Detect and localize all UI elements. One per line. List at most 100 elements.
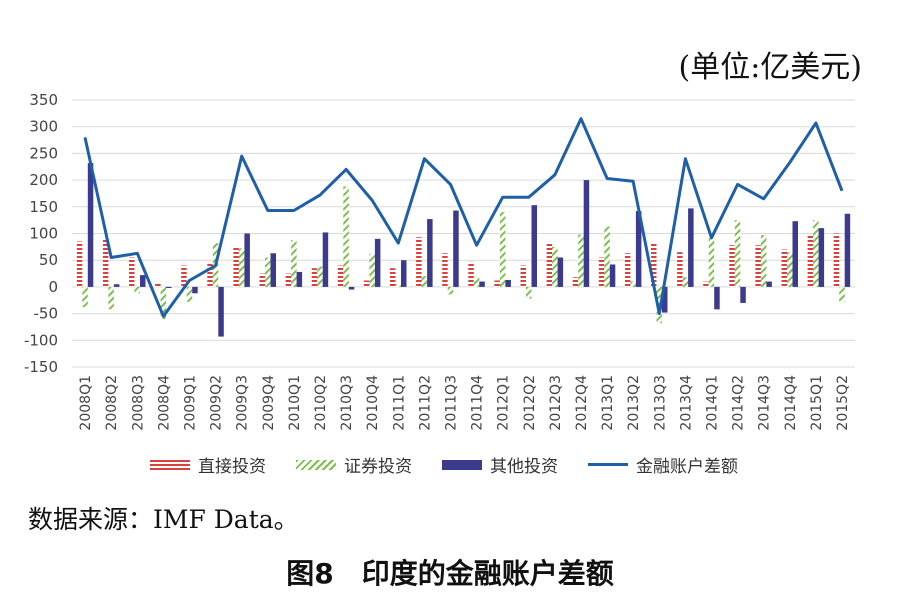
- bar-other-investment: [714, 286, 720, 310]
- bar-other-investment: [140, 275, 146, 287]
- bar-direct-investment: [259, 273, 265, 287]
- bar-other-investment: [662, 286, 668, 313]
- bar-direct-investment: [416, 237, 422, 287]
- bar-other-investment: [635, 211, 642, 287]
- bar-other-investment: [166, 286, 172, 288]
- x-tick-label: 2010Q1: [287, 375, 303, 431]
- x-tick-label: 2008Q3: [130, 375, 146, 431]
- x-tick-label: 2011Q4: [470, 375, 486, 431]
- bar-direct-investment: [468, 261, 474, 287]
- x-tick-label: 2013Q2: [626, 375, 642, 431]
- x-tick-label: 2015Q1: [809, 375, 825, 431]
- y-axis-tick-labels: 350 300 250 200 150 100 50 0 -50 -100 -150: [24, 91, 58, 376]
- bar-direct-investment: [181, 265, 187, 287]
- legend-item-financial-account-balance: 金融账户差额: [588, 452, 738, 477]
- bar-other-investment: [505, 279, 511, 287]
- bar-direct-investment: [76, 241, 83, 287]
- x-tick-label: 2010Q4: [365, 375, 381, 431]
- x-tick-label: 2014Q3: [757, 375, 773, 431]
- legend-item-portfolio-investment: 证券投资: [296, 452, 412, 477]
- bar-portfolio-investment: [421, 276, 428, 287]
- x-tick-label: 2014Q1: [704, 375, 720, 431]
- bar-other-investment: [270, 253, 276, 287]
- bar-portfolio-investment: [604, 226, 610, 287]
- legend-swatch-financial-account-balance: [588, 463, 628, 466]
- bar-portfolio-investment: [160, 286, 167, 319]
- bar-direct-investment: [651, 243, 657, 287]
- bar-direct-investment: [233, 246, 239, 287]
- bar-direct-investment: [207, 262, 213, 287]
- x-tick-label: 2011Q3: [443, 375, 459, 431]
- bar-portfolio-investment: [186, 286, 193, 302]
- y-tick-label: 200: [29, 171, 58, 189]
- bar-portfolio-investment: [682, 277, 689, 287]
- bar-portfolio-investment: [447, 286, 454, 295]
- x-tick-label: 2012Q3: [548, 375, 564, 431]
- x-tick-label: 2009Q3: [235, 375, 251, 431]
- bar-other-investment: [453, 210, 459, 287]
- bar-direct-investment: [285, 273, 292, 287]
- bar-other-investment: [374, 238, 381, 287]
- bar-direct-investment: [598, 257, 605, 287]
- bar-other-investment: [87, 163, 94, 287]
- bar-other-investment: [531, 205, 537, 287]
- bar-portfolio-investment: [552, 246, 558, 287]
- x-tick-label: 2014Q2: [731, 375, 747, 431]
- bar-other-investment: [322, 232, 329, 287]
- y-tick-label: -50: [34, 305, 59, 323]
- bar-other-investment: [427, 219, 433, 287]
- x-tick-label: 2013Q1: [600, 375, 616, 431]
- y-tick-label: 250: [29, 144, 58, 162]
- bar-other-investment: [792, 221, 798, 287]
- bar-direct-investment: [442, 253, 448, 287]
- bar-direct-investment: [546, 243, 553, 287]
- legend-item-direct-investment: 直接投资: [150, 452, 266, 477]
- x-tick-label: 2011Q1: [391, 375, 407, 431]
- balance-line: [83, 117, 844, 318]
- y-tick-label: -150: [24, 358, 58, 376]
- line-financial-account-balance: [83, 117, 844, 318]
- bar-portfolio-investment: [526, 286, 532, 299]
- bar-other-investment: [844, 213, 851, 287]
- bar-portfolio-investment: [499, 212, 506, 287]
- x-tick-label: 2009Q4: [261, 375, 277, 431]
- x-tick-label: 2011Q2: [417, 375, 433, 431]
- figure-caption: 图8 印度的金融账户差额: [286, 557, 614, 590]
- bar-other-investment: [766, 281, 772, 287]
- bar-portfolio-investment: [291, 239, 297, 287]
- bar-other-investment: [583, 180, 590, 287]
- bar-portfolio-investment: [787, 252, 793, 287]
- y-tick-label: -100: [24, 331, 58, 349]
- x-tick-label: 2012Q4: [574, 375, 590, 431]
- bar-direct-investment: [729, 245, 735, 287]
- x-tick-label: 2008Q1: [78, 375, 94, 431]
- x-tick-label: 2014Q4: [783, 375, 799, 431]
- legend: 直接投资 证券投资 其他投资 金融账户差额: [150, 452, 768, 477]
- bar-other-investment: [244, 233, 250, 287]
- bar-other-investment: [401, 260, 407, 287]
- x-tick-label: 2012Q1: [496, 375, 512, 431]
- legend-swatch-direct-investment: [150, 459, 190, 470]
- legend-label-portfolio-investment: 证券投资: [344, 457, 412, 477]
- unit-label: (单位:亿美元): [678, 50, 862, 85]
- y-tick-label: 0: [48, 278, 58, 296]
- bar-direct-investment: [390, 268, 396, 287]
- x-axis-tick-labels: 2008Q1 2008Q2 2008Q3 2008Q4 2009Q1 2009Q2 2009…: [78, 375, 851, 431]
- bar-other-investment: [218, 286, 224, 337]
- legend-swatch-portfolio-investment: [296, 459, 336, 470]
- bar-other-investment: [113, 284, 120, 287]
- bar-portfolio-investment: [108, 286, 114, 310]
- x-tick-label: 2010Q3: [339, 375, 355, 431]
- data-source-note: 数据来源：IMF Data。: [28, 505, 299, 534]
- x-tick-label: 2009Q1: [182, 375, 198, 431]
- bar-direct-investment: [363, 280, 370, 287]
- legend-swatch-other-investment: [442, 459, 482, 470]
- bar-other-investment: [609, 264, 616, 287]
- legend-label-other-investment: 其他投资: [490, 457, 558, 477]
- y-tick-label: 300: [29, 118, 58, 136]
- bar-other-investment: [688, 208, 694, 287]
- bar-direct-investment: [337, 265, 344, 287]
- x-tick-label: 2015Q2: [835, 375, 851, 431]
- legend-item-other-investment: 其他投资: [442, 452, 558, 477]
